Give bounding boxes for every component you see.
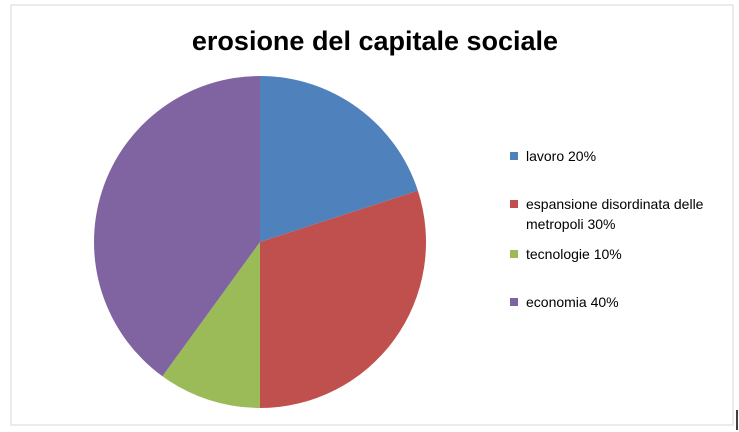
legend-label: economia 40% — [526, 294, 619, 310]
legend-swatch — [510, 152, 518, 160]
legend-label: espansione disordinata delle metropoli 3… — [526, 196, 704, 232]
pie-slice — [162, 242, 260, 408]
legend-item: economia 40% — [510, 292, 730, 312]
chart-title: erosione del capitale sociale — [192, 26, 558, 56]
legend-item: tecnologie 10% — [510, 244, 730, 264]
legend-label: tecnologie 10% — [526, 246, 622, 262]
legend-swatch — [510, 250, 518, 258]
legend-swatch — [510, 200, 518, 208]
pie-slice — [260, 190, 426, 408]
legend-swatch — [510, 298, 518, 306]
pie-slice — [260, 76, 418, 242]
legend-item: lavoro 20% — [510, 146, 730, 166]
legend: lavoro 20% espansione disordinata delle m… — [510, 146, 730, 312]
legend-item: espansione disordinata delle metropoli 3… — [510, 194, 730, 234]
legend-label: lavoro 20% — [526, 148, 597, 164]
pie-slice — [94, 76, 261, 377]
